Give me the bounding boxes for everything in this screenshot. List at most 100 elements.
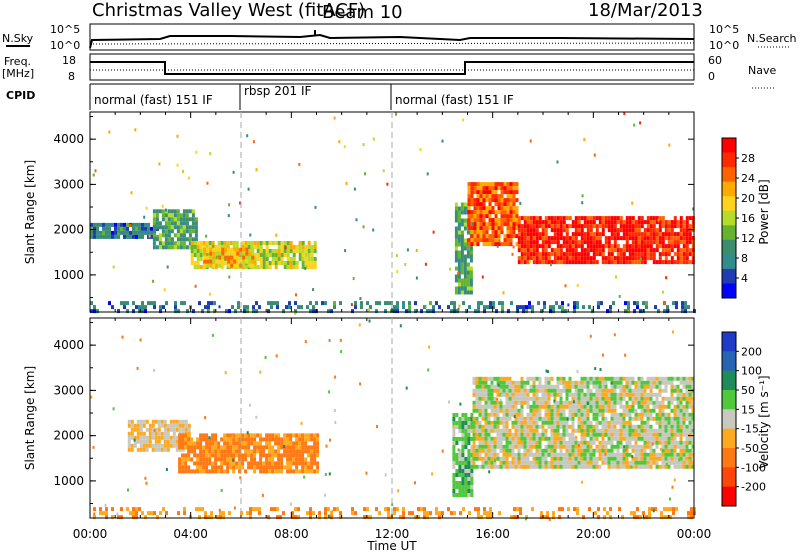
heatmap-cell — [486, 305, 489, 310]
heatmap-cell — [616, 432, 620, 437]
heatmap-cell — [488, 206, 492, 211]
scatter-echo — [264, 356, 267, 359]
heatmap-cell — [646, 256, 650, 261]
heatmap-cell — [543, 305, 546, 310]
heatmap-cell — [426, 515, 429, 520]
heatmap-cell — [163, 419, 167, 424]
heatmap-cell — [643, 436, 647, 441]
heatmap-cell — [333, 305, 336, 310]
heatmap-cell — [114, 230, 117, 235]
scatter-echo — [671, 485, 674, 489]
heatmap-cell — [461, 485, 465, 489]
heatmap-cell — [259, 445, 263, 450]
heatmap-cell — [535, 432, 539, 437]
scatter-echo — [481, 275, 484, 279]
heatmap-cell — [673, 224, 677, 229]
heatmap-cell — [568, 376, 572, 381]
heatmap-cell — [589, 248, 593, 253]
heatmap-cell — [283, 437, 287, 442]
heatmap-cell — [553, 408, 557, 413]
heatmap-cell — [164, 221, 168, 226]
heatmap-cell — [561, 305, 564, 310]
heatmap-cell — [484, 380, 488, 385]
heatmap-cell — [655, 392, 659, 397]
heatmap-cell — [564, 309, 567, 314]
heatmap-cell — [634, 444, 638, 449]
heatmap-cell — [592, 416, 596, 421]
scatter-echo — [208, 436, 211, 440]
scatter-echo — [117, 232, 120, 236]
heatmap-cell — [658, 420, 662, 425]
scatter-echo — [228, 275, 231, 279]
heatmap-cell — [562, 388, 566, 393]
heatmap-cell — [541, 424, 545, 429]
heatmap-cell — [202, 465, 206, 470]
heatmap-cell — [151, 419, 155, 424]
heatmap-cell — [595, 448, 599, 453]
scatter-echo — [298, 162, 301, 166]
heatmap-cell — [310, 437, 314, 442]
heatmap-cell — [313, 257, 317, 261]
heatmap-cell — [247, 441, 251, 446]
scatter-echo — [372, 228, 375, 232]
heatmap-cell — [610, 452, 614, 457]
heatmap-cell — [688, 240, 692, 245]
heatmap-cell — [470, 437, 474, 441]
scatter-echo — [333, 116, 336, 120]
heatmap-cell — [478, 452, 482, 457]
heatmap-cell — [221, 259, 225, 264]
heatmap-cell — [247, 445, 251, 450]
heatmap-cell — [613, 456, 617, 461]
heatmap-cell — [462, 507, 465, 512]
heatmap-cell — [679, 464, 683, 469]
heatmap-cell — [102, 230, 105, 235]
heatmap-cell — [595, 436, 599, 441]
heatmap-cell — [580, 244, 584, 249]
heatmap-cell — [558, 515, 561, 520]
heatmap-cell — [237, 301, 240, 306]
heatmap-cell — [496, 432, 500, 437]
heatmap-cell — [607, 256, 611, 261]
heatmap-cell — [274, 449, 278, 454]
heatmap-cell — [159, 305, 162, 310]
heatmap-cell — [631, 416, 635, 421]
heatmap-cell — [652, 400, 656, 405]
heatmap-cell — [621, 515, 624, 520]
heatmap-cell — [214, 441, 218, 446]
heatmap-cell — [473, 186, 477, 191]
heatmap-cell — [595, 240, 599, 245]
heatmap-cell — [577, 228, 581, 233]
heatmap-cell — [295, 437, 299, 442]
heatmap-cell — [481, 464, 485, 469]
heatmap-cell — [126, 234, 129, 239]
heatmap-cell — [529, 252, 533, 257]
heatmap-cell — [637, 248, 641, 253]
heatmap-cell — [604, 408, 608, 413]
scatter-echo — [397, 489, 400, 493]
heatmap-cell — [523, 248, 527, 253]
heatmap-cell — [270, 507, 273, 512]
heatmap-cell — [336, 507, 339, 512]
heatmap-cell — [464, 429, 468, 433]
scatter-echo — [631, 255, 634, 259]
heatmap-cell — [454, 238, 458, 243]
heatmap-cell — [457, 206, 461, 211]
heatmap-cell — [203, 247, 207, 252]
heatmap-cell — [142, 439, 146, 444]
heatmap-cell — [517, 428, 521, 433]
scatter-echo — [415, 249, 418, 252]
scatter-echo — [261, 493, 264, 497]
heatmap-cell — [586, 448, 590, 453]
heatmap-cell — [663, 507, 666, 512]
power-heatmap — [90, 112, 696, 315]
heatmap-cell — [679, 256, 683, 261]
heatmap-cell — [464, 469, 468, 473]
heatmap-cell — [514, 444, 518, 449]
heatmap-cell — [535, 388, 539, 393]
heatmap-cell — [583, 404, 587, 409]
heatmap-cell — [601, 252, 605, 257]
heatmap-cell — [526, 388, 530, 393]
heatmap-cell — [276, 305, 279, 310]
heatmap-cell — [454, 254, 458, 259]
heatmap-cell — [105, 515, 108, 520]
